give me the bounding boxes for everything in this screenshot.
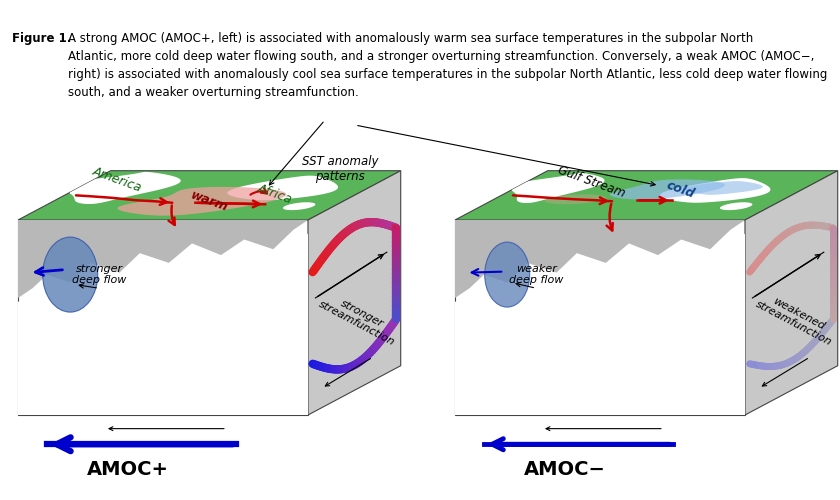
Text: warm: warm <box>188 188 229 214</box>
Text: Africa: Africa <box>256 182 294 206</box>
Text: weaker
deep flow: weaker deep flow <box>509 264 564 285</box>
Text: cold: cold <box>664 178 696 201</box>
Polygon shape <box>455 170 837 220</box>
Text: Figure 1.: Figure 1. <box>12 32 71 45</box>
Polygon shape <box>455 220 745 298</box>
Polygon shape <box>118 187 286 216</box>
Polygon shape <box>512 173 605 203</box>
Polygon shape <box>685 181 763 195</box>
Text: AMOC+: AMOC+ <box>87 460 169 479</box>
Polygon shape <box>720 202 753 210</box>
Text: stronger
deep flow: stronger deep flow <box>72 264 126 285</box>
Text: weakened
streamfunction: weakened streamfunction <box>754 289 839 348</box>
Text: A strong AMOC (AMOC+, left) is associated with anomalously warm sea surface temp: A strong AMOC (AMOC+, left) is associate… <box>68 32 827 99</box>
Polygon shape <box>18 220 308 415</box>
Polygon shape <box>659 178 770 203</box>
Ellipse shape <box>485 242 530 307</box>
Polygon shape <box>18 234 308 415</box>
Polygon shape <box>308 170 401 415</box>
Polygon shape <box>18 170 401 220</box>
Polygon shape <box>18 220 308 298</box>
Text: Gulf Stream: Gulf Stream <box>556 164 627 200</box>
Text: America: America <box>91 164 144 194</box>
Text: stronger
streamfunction: stronger streamfunction <box>317 289 402 348</box>
Polygon shape <box>745 170 837 415</box>
Polygon shape <box>610 180 725 200</box>
Polygon shape <box>228 176 338 201</box>
Polygon shape <box>283 202 316 210</box>
Polygon shape <box>70 172 181 204</box>
Text: AMOC−: AMOC− <box>524 460 606 479</box>
Polygon shape <box>455 234 745 415</box>
Polygon shape <box>544 194 606 204</box>
Ellipse shape <box>43 237 97 312</box>
Text: SST anomaly
patterns: SST anomaly patterns <box>302 155 378 183</box>
Polygon shape <box>455 220 745 415</box>
